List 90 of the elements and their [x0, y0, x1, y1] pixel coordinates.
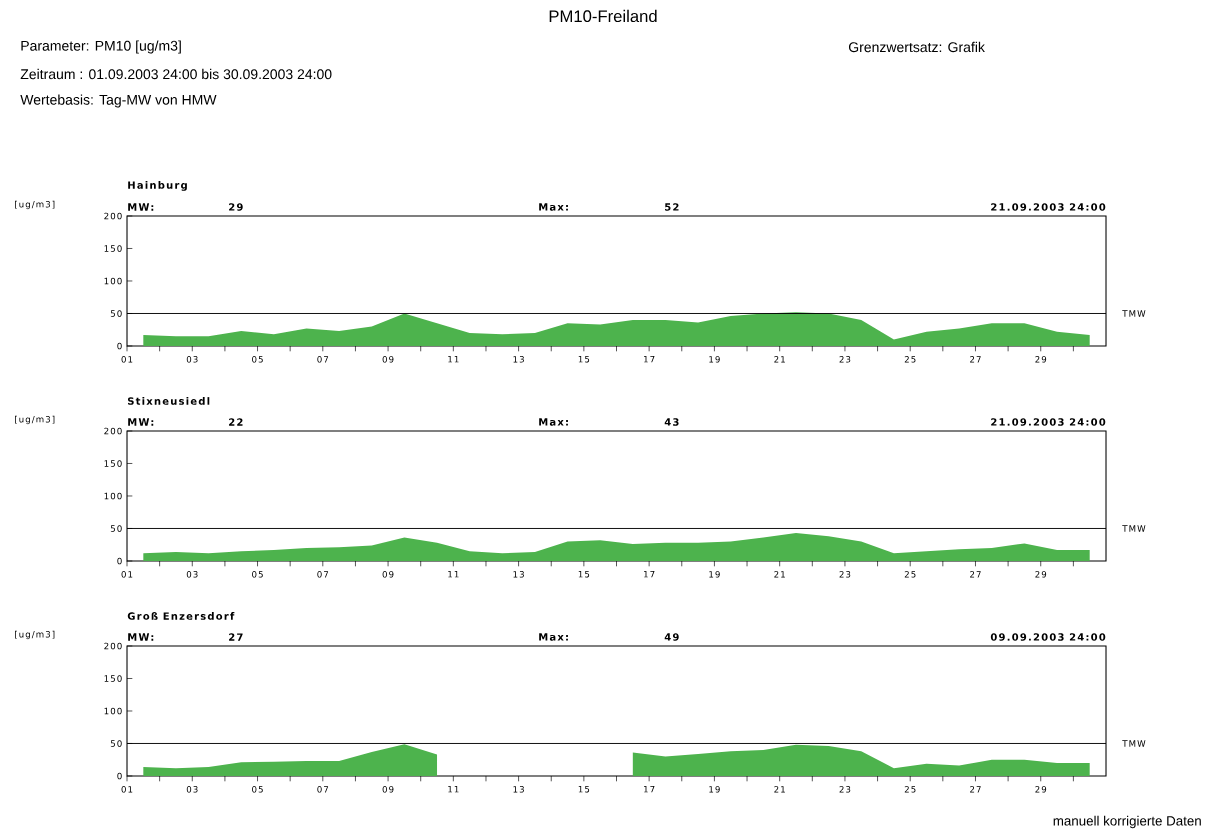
x-tick-label: 21 — [774, 571, 785, 578]
y-tick-label: 200 — [104, 212, 122, 220]
x-tick-label: 11 — [448, 356, 459, 363]
text: 29 — [229, 203, 243, 211]
y-tick-label: 150 — [104, 675, 122, 682]
text: manuell korrigierte Daten — [1053, 815, 1201, 829]
x-tick-label: 25 — [904, 571, 916, 578]
x-tick-label: 21 — [774, 786, 785, 793]
x-tick-label: 09 — [382, 571, 394, 578]
x-tick-label: 09 — [382, 786, 394, 793]
text: 27 — [229, 633, 243, 641]
x-tick-label: 13 — [513, 356, 524, 363]
ref-line-label: TMW — [1122, 740, 1146, 747]
x-tick-label: 17 — [644, 571, 655, 578]
x-tick-label: 19 — [709, 356, 720, 363]
y-tick-label: 100 — [104, 707, 122, 715]
y-tick-label: 0 — [117, 342, 122, 350]
x-tick-label: 13 — [513, 786, 524, 793]
x-tick-label: 03 — [186, 356, 198, 363]
x-tick-label: 03 — [186, 571, 198, 578]
x-tick-label: 01 — [121, 786, 133, 793]
x-tick-label: 29 — [1035, 571, 1047, 578]
text: 52 — [665, 203, 679, 211]
x-tick-label: 01 — [121, 571, 133, 578]
y-tick-label: 50 — [110, 740, 122, 747]
y-tick-label: 50 — [110, 310, 122, 317]
text: 22 — [229, 418, 243, 426]
text: 49 — [664, 633, 679, 641]
text: Max: — [539, 203, 568, 211]
y-tick-label: 50 — [110, 525, 122, 532]
x-tick-label: 27 — [970, 571, 981, 578]
text: Wertebasis: Tag-MW von HMW — [20, 94, 217, 108]
text: Max: — [539, 633, 568, 641]
x-tick-label: 09 — [382, 356, 394, 363]
x-tick-label: 07 — [317, 571, 329, 578]
x-tick-label: 23 — [839, 571, 851, 578]
chart-title: Stixneusiedl — [127, 397, 210, 405]
y-axis-title: [ug/m3] — [15, 630, 55, 640]
x-tick-label: 15 — [578, 356, 590, 363]
y-tick-label: 100 — [104, 277, 122, 285]
text: MW: — [128, 633, 154, 641]
y-tick-label: 0 — [117, 557, 122, 565]
text: Grenzwertsatz: Grafik — [848, 41, 985, 53]
x-tick-label: 07 — [317, 356, 329, 363]
y-tick-label: 0 — [117, 772, 122, 780]
x-tick-label: 19 — [709, 571, 720, 578]
x-tick-label: 11 — [448, 786, 459, 793]
text: 43 — [664, 418, 679, 426]
x-tick-label: 25 — [904, 786, 916, 793]
text: Max: — [539, 418, 568, 426]
text: MW: — [128, 418, 154, 426]
text: 09.09.2003 24:00 — [990, 633, 1106, 641]
x-tick-label: 03 — [186, 786, 198, 793]
y-tick-label: 150 — [104, 245, 122, 252]
text: Parameter: PM10 [ug/m3] — [21, 40, 181, 54]
y-tick-label: 200 — [104, 427, 122, 435]
text: MW: — [128, 203, 154, 211]
x-tick-label: 19 — [709, 786, 720, 793]
x-tick-label: 21 — [774, 356, 785, 363]
x-tick-label: 13 — [513, 571, 524, 578]
x-tick-label: 25 — [904, 356, 916, 363]
x-tick-label: 17 — [644, 786, 655, 793]
chart-title: Groß Enzersdorf — [127, 612, 235, 620]
chart-title: Hainburg — [128, 181, 187, 191]
text: PM10-Freiland — [549, 9, 657, 23]
x-tick-label: 27 — [970, 356, 981, 363]
y-tick-label: 150 — [104, 460, 122, 467]
x-tick-label: 07 — [317, 786, 329, 793]
x-tick-label: 15 — [578, 571, 590, 578]
text: 21.09.2003 24:00 — [991, 203, 1106, 211]
text: Zeitraum : 01.09.2003 24:00 bis 30.09.2003 24:00 — [20, 68, 332, 80]
x-tick-label: 29 — [1035, 356, 1047, 363]
x-tick-label: 11 — [448, 571, 459, 578]
y-tick-label: 100 — [104, 492, 122, 500]
x-tick-label: 01 — [121, 356, 133, 363]
x-tick-label: 27 — [970, 786, 981, 793]
x-tick-label: 17 — [644, 356, 655, 363]
x-tick-label: 05 — [252, 571, 263, 578]
y-axis-title: [ug/m3] — [15, 200, 55, 210]
ref-line-label: TMW — [1122, 310, 1146, 317]
y-axis-title: [ug/m3] — [15, 415, 55, 425]
x-tick-label: 15 — [578, 786, 590, 793]
x-tick-label: 05 — [252, 356, 263, 363]
text: 21.09.2003 24:00 — [991, 418, 1106, 426]
ref-line-label: TMW — [1122, 525, 1146, 532]
x-tick-label: 23 — [839, 356, 851, 363]
x-tick-label: 29 — [1035, 786, 1047, 793]
x-tick-label: 05 — [252, 786, 263, 793]
y-tick-label: 200 — [104, 642, 122, 650]
x-tick-label: 23 — [839, 786, 851, 793]
